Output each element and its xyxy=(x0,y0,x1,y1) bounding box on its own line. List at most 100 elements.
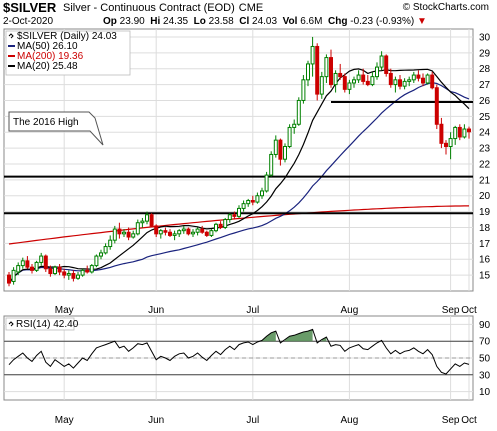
candle-body xyxy=(223,219,228,228)
candle-body xyxy=(356,74,361,81)
price-axis-tick: 23 xyxy=(479,144,491,155)
legend-box xyxy=(5,30,131,76)
candle-body xyxy=(232,214,237,217)
candle-body xyxy=(11,269,16,282)
rsi-x-axis-label: Jul xyxy=(246,415,259,426)
annotation-callout xyxy=(8,111,104,146)
candle-body xyxy=(264,174,269,192)
candle-body xyxy=(126,231,131,238)
legend-entry: MA(200) 19.36 xyxy=(17,51,84,62)
change-label: Chg xyxy=(328,16,348,27)
rsi-axis-tick: 30 xyxy=(479,370,491,381)
price-axis-tick: 16 xyxy=(479,255,491,266)
price-axis-tick: 19 xyxy=(479,207,491,218)
candle-body xyxy=(237,207,241,217)
rsi-line xyxy=(8,328,470,375)
candle-body xyxy=(333,72,338,86)
candle-body xyxy=(329,57,333,86)
x-axis-month-label: Aug xyxy=(341,305,359,316)
price-axis-tick: 25 xyxy=(479,112,491,123)
price-axis-tick: 21 xyxy=(479,175,491,186)
candle-body xyxy=(296,99,301,125)
candle-body xyxy=(287,126,292,148)
candle-body xyxy=(53,266,57,275)
candle-body xyxy=(283,146,287,160)
high-label: Hi xyxy=(150,16,161,27)
instrument-name: Silver - Continuous Contract (EOD) xyxy=(63,2,235,14)
candle-body xyxy=(7,274,11,284)
candle-body xyxy=(241,203,246,209)
candle-body xyxy=(66,273,71,276)
open-value: 23.90 xyxy=(119,16,145,27)
low-value: 23.58 xyxy=(208,16,234,27)
price-axis-tick: 24 xyxy=(479,128,491,139)
rsi-x-axis-label: Sep xyxy=(442,415,460,426)
change-value: -0.23 (-0.93%) xyxy=(350,16,415,27)
candle-body xyxy=(204,231,209,236)
candle-body xyxy=(99,252,103,257)
open-label: Op xyxy=(103,16,117,27)
candle-body xyxy=(278,139,283,160)
candle-body xyxy=(140,220,145,224)
candle-body xyxy=(398,79,402,87)
candle-body xyxy=(425,74,430,84)
price-axis-tick: 27 xyxy=(479,80,491,91)
close-value: 24.03 xyxy=(252,16,278,27)
candle-body xyxy=(255,195,260,203)
ma20-line xyxy=(8,68,470,284)
x-axis-month-label: Oct xyxy=(461,305,477,316)
candle-body xyxy=(168,231,172,236)
rsi-axis-tick: 90 xyxy=(479,320,491,331)
high-value: 24.35 xyxy=(163,16,189,27)
candle-body xyxy=(402,80,407,87)
legend-ticker-marker xyxy=(8,33,14,39)
rsi-label-marker xyxy=(8,321,14,327)
candle-body xyxy=(227,214,232,221)
candle-body xyxy=(310,45,315,65)
candle-body xyxy=(20,260,25,267)
candle-body xyxy=(370,76,375,86)
brand-credit: © StockCharts.com xyxy=(402,2,489,13)
price-axis-tick: 30 xyxy=(479,32,491,43)
candle-body xyxy=(89,265,94,273)
price-axis-tick: 17 xyxy=(479,239,491,250)
candle-body xyxy=(246,199,251,205)
candle-body xyxy=(108,239,113,248)
candle-body xyxy=(62,271,67,276)
candle-body xyxy=(16,265,21,273)
candle-body xyxy=(186,228,191,235)
candle-body xyxy=(172,233,177,236)
candle-body xyxy=(347,82,352,90)
candle-body xyxy=(80,269,85,276)
rsi-overbought-fill xyxy=(285,329,313,342)
candle-body xyxy=(467,128,471,133)
candle-body xyxy=(365,80,370,86)
price-axis-tick: 20 xyxy=(479,191,491,202)
candle-body xyxy=(315,45,320,95)
x-axis-month-label: Sep xyxy=(442,305,460,316)
candle-body xyxy=(453,126,458,140)
candle-body xyxy=(319,76,324,95)
rsi-x-axis-label: Jun xyxy=(148,415,164,426)
candle-body xyxy=(430,74,435,89)
legend-entry: MA(20) 25.48 xyxy=(17,61,78,72)
candle-body xyxy=(260,190,264,197)
low-label: Lo xyxy=(193,16,206,27)
candle-body xyxy=(30,266,34,271)
chart-symbol: $SILVER xyxy=(3,0,57,15)
candle-body xyxy=(462,128,467,138)
candle-body xyxy=(416,74,421,79)
candle-body xyxy=(338,72,343,78)
candle-body xyxy=(388,72,393,86)
rsi-label-box xyxy=(5,317,75,331)
candle-body xyxy=(352,79,356,84)
candle-body xyxy=(209,230,214,236)
candle-body xyxy=(43,255,48,270)
candle-body xyxy=(131,233,136,238)
candle-body xyxy=(57,266,62,273)
candle-body xyxy=(301,79,306,101)
candle-body xyxy=(250,199,255,203)
candle-body xyxy=(122,231,126,235)
candle-body xyxy=(39,255,44,263)
